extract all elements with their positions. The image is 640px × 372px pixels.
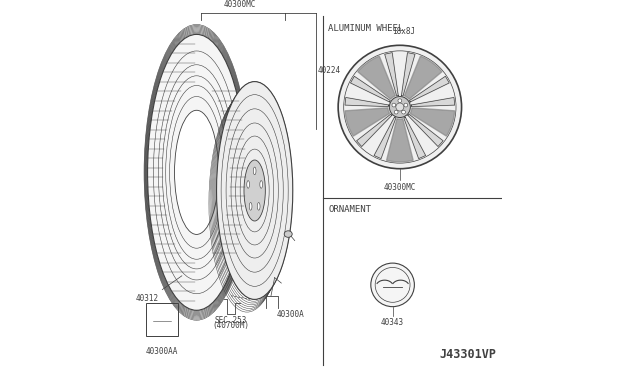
Polygon shape — [385, 52, 398, 96]
Text: ORNAMENT: ORNAMENT — [328, 205, 371, 214]
Text: (40700M): (40700M) — [212, 321, 250, 330]
Text: 18x8J: 18x8J — [392, 27, 415, 36]
Text: SEC.253: SEC.253 — [215, 316, 247, 325]
Bar — [146, 303, 179, 336]
Text: J43301VP: J43301VP — [439, 348, 496, 361]
Ellipse shape — [250, 202, 252, 210]
Polygon shape — [410, 108, 454, 136]
Ellipse shape — [247, 181, 250, 188]
Circle shape — [338, 45, 461, 169]
Circle shape — [396, 103, 404, 111]
Polygon shape — [404, 117, 426, 158]
Ellipse shape — [148, 35, 246, 310]
Text: 40343: 40343 — [381, 318, 404, 327]
Circle shape — [404, 103, 408, 107]
Text: 40300AA: 40300AA — [146, 347, 178, 356]
Ellipse shape — [257, 202, 260, 210]
Ellipse shape — [244, 160, 266, 221]
Polygon shape — [387, 119, 413, 162]
Text: 40300MC: 40300MC — [383, 183, 416, 192]
Ellipse shape — [216, 81, 292, 299]
Polygon shape — [410, 76, 449, 102]
Polygon shape — [345, 108, 390, 136]
Ellipse shape — [284, 231, 292, 237]
Polygon shape — [358, 56, 396, 99]
Ellipse shape — [253, 167, 256, 175]
Polygon shape — [404, 56, 442, 99]
Polygon shape — [356, 114, 392, 147]
Text: ALUMINUM WHEEL: ALUMINUM WHEEL — [328, 23, 404, 32]
Polygon shape — [351, 76, 390, 102]
Text: 40300MC: 40300MC — [223, 0, 256, 9]
Text: 40300A: 40300A — [276, 310, 304, 319]
Circle shape — [392, 103, 396, 107]
Circle shape — [389, 96, 410, 118]
Circle shape — [398, 99, 402, 103]
Circle shape — [394, 110, 398, 114]
Ellipse shape — [175, 110, 219, 234]
Polygon shape — [374, 117, 396, 158]
Ellipse shape — [260, 181, 262, 188]
Polygon shape — [408, 114, 443, 147]
Text: 40224: 40224 — [317, 66, 340, 75]
Circle shape — [402, 110, 406, 114]
Polygon shape — [412, 97, 455, 107]
Circle shape — [371, 263, 414, 307]
Text: 40312: 40312 — [136, 294, 159, 303]
Polygon shape — [401, 52, 415, 96]
Polygon shape — [345, 97, 388, 107]
